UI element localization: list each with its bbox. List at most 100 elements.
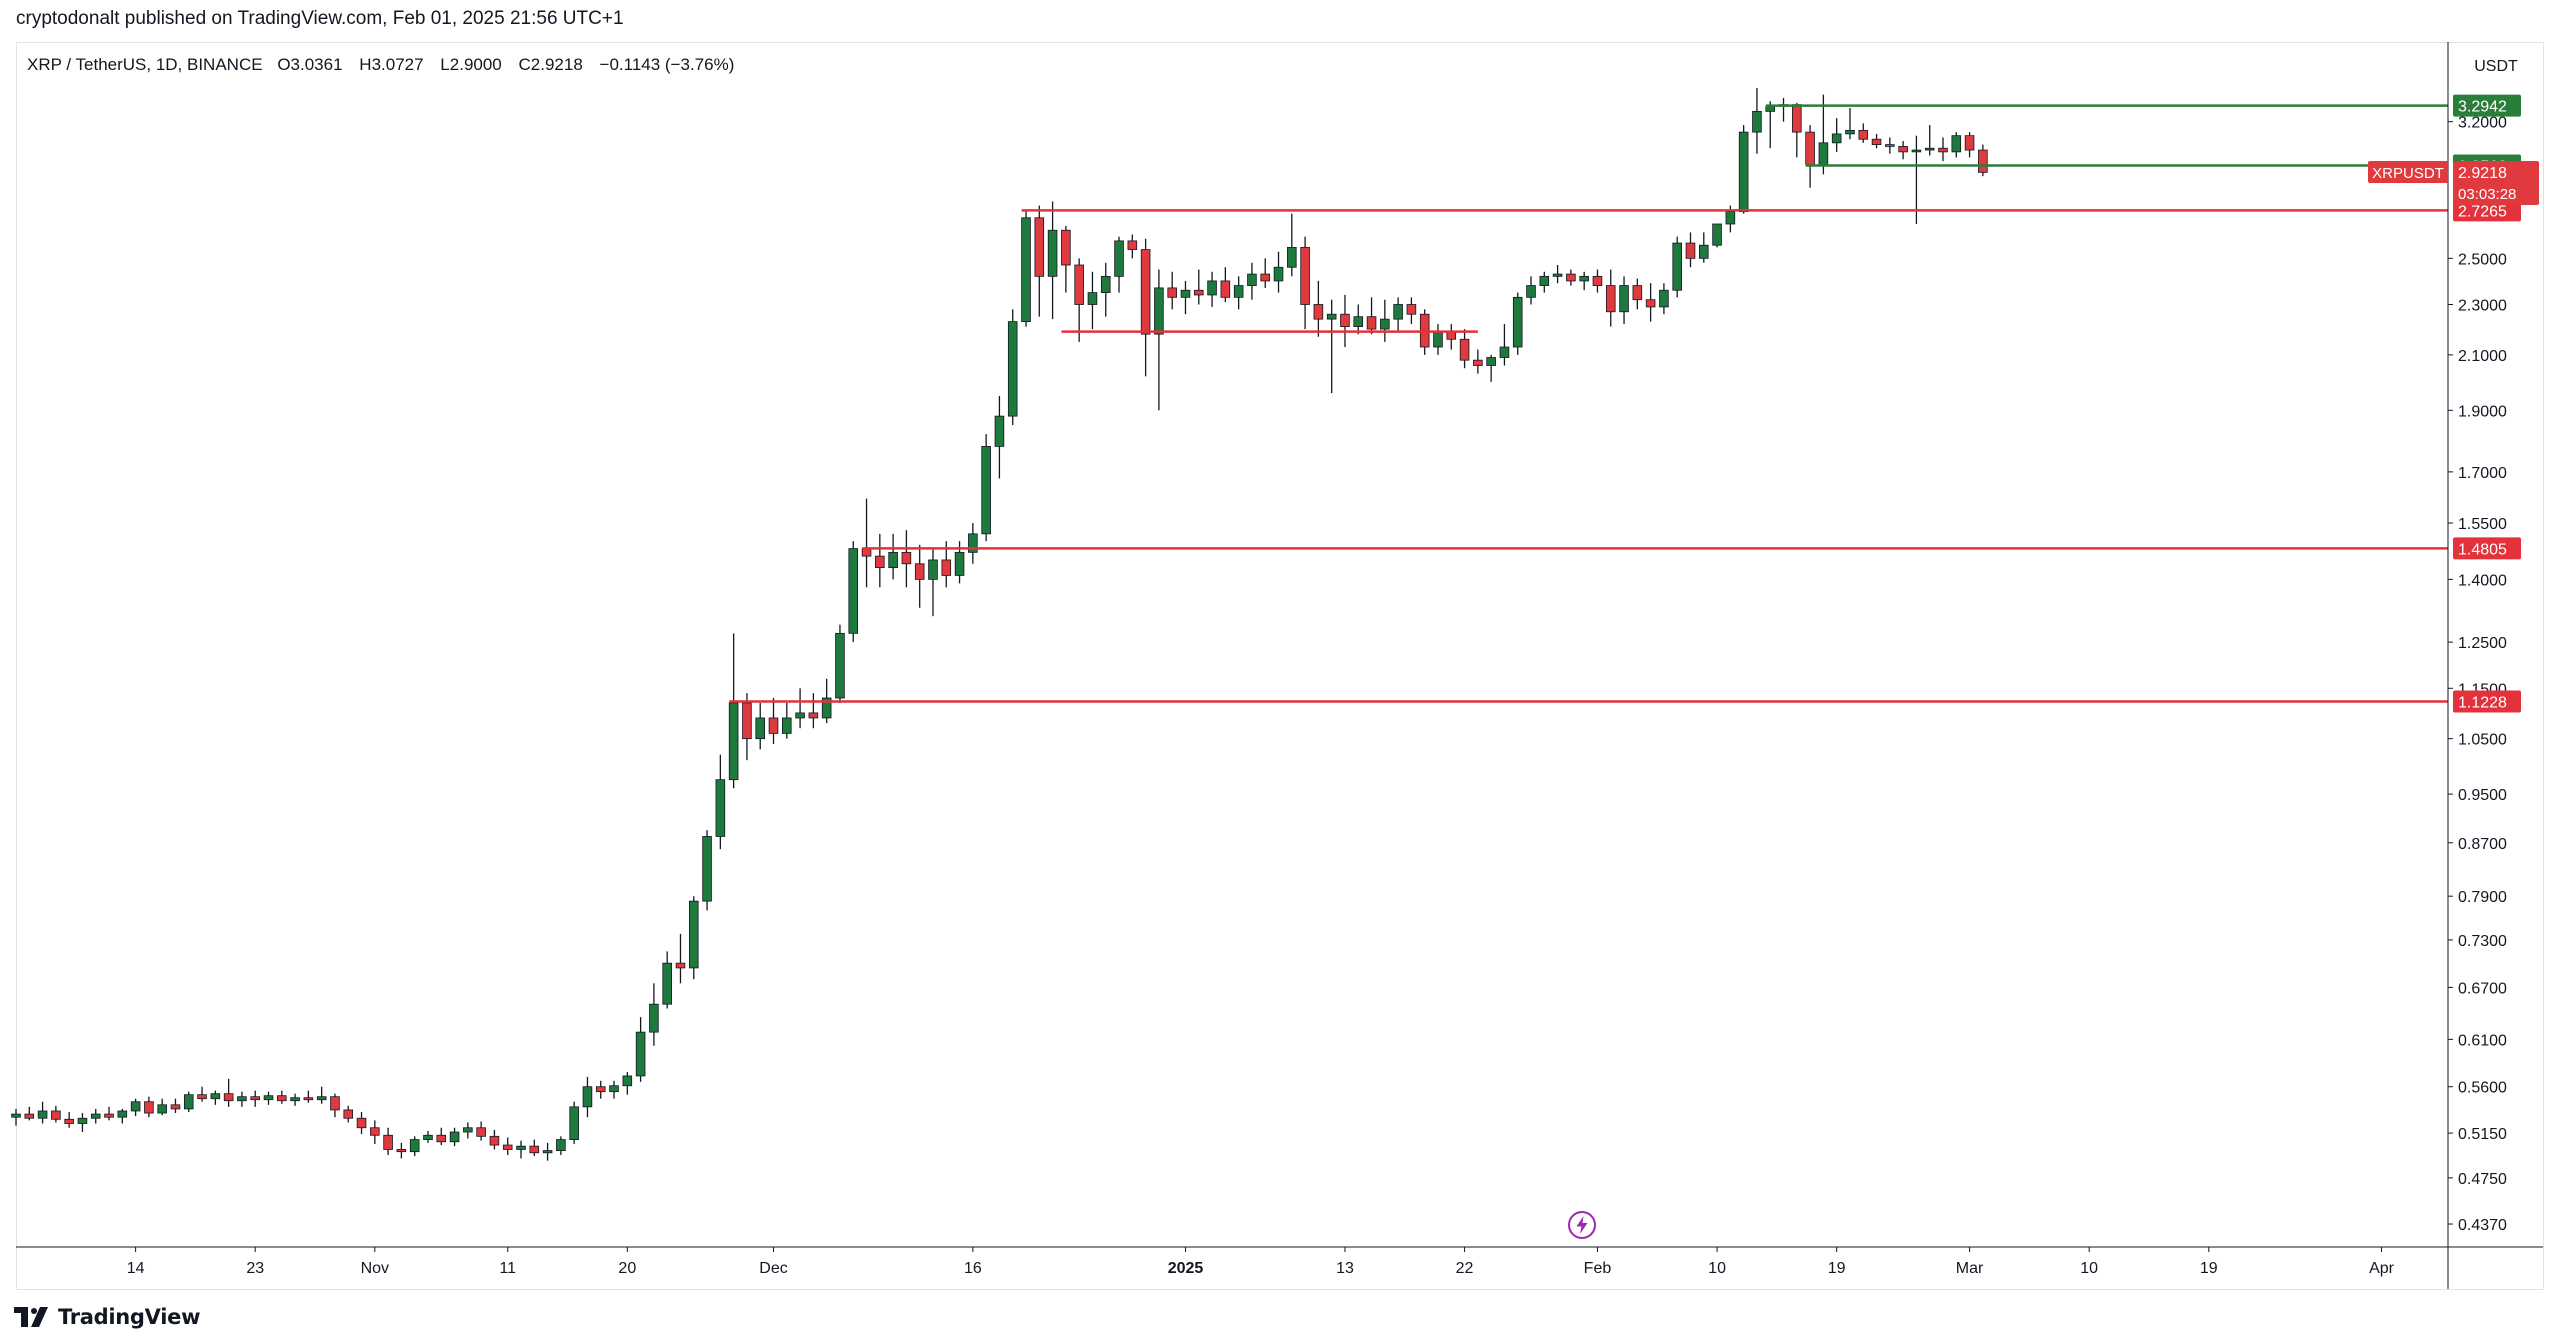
candle — [1951, 132, 1962, 158]
candle — [290, 1093, 300, 1106]
candle — [1539, 271, 1550, 293]
legend-change: −0.1143 (−3.76%) — [599, 55, 735, 74]
candle — [1260, 258, 1271, 288]
candle — [1592, 269, 1603, 293]
candle-body — [1552, 273, 1563, 277]
candle — [104, 1106, 114, 1121]
candle-body — [542, 1150, 553, 1154]
candle-body — [1007, 321, 1018, 417]
candle — [742, 693, 752, 761]
candle-body — [516, 1145, 526, 1150]
candle-body — [463, 1127, 473, 1133]
candle-body — [250, 1096, 260, 1101]
candle-body — [1047, 229, 1058, 277]
candle — [1738, 125, 1749, 214]
candle-body — [1885, 144, 1895, 147]
candle — [981, 434, 991, 542]
candle — [1632, 278, 1643, 310]
candle-body — [928, 559, 938, 580]
candle-body — [316, 1096, 327, 1101]
candle-body — [675, 962, 686, 969]
candle — [130, 1098, 141, 1117]
candle — [622, 1072, 633, 1095]
price-tick-label: 1.9000 — [2458, 403, 2507, 420]
candle — [370, 1120, 380, 1144]
candle-body — [476, 1127, 486, 1137]
price-tick-label: 2.3000 — [2458, 298, 2507, 315]
candle — [476, 1121, 486, 1141]
candle — [1672, 236, 1682, 298]
candle-body — [1486, 357, 1496, 366]
candle — [1313, 280, 1324, 337]
candle — [396, 1142, 407, 1159]
candle — [1433, 324, 1443, 355]
price-tick-label: 0.6700 — [2458, 980, 2507, 997]
candle — [1792, 102, 1802, 158]
candle — [1273, 251, 1284, 293]
candle — [1964, 132, 1975, 158]
price-tick-label: 0.5150 — [2458, 1126, 2507, 1143]
price-tick-label: 3.2000 — [2458, 115, 2507, 132]
candle-body — [1300, 246, 1310, 305]
candle — [1100, 262, 1111, 317]
candle — [1898, 141, 1908, 160]
candle-body — [914, 563, 925, 580]
candle — [649, 983, 659, 1046]
candle-body — [1220, 280, 1231, 298]
candle-body — [263, 1095, 274, 1101]
candle — [237, 1091, 247, 1107]
candle-body — [356, 1117, 367, 1129]
price-badge-3.2942: 3.2942 — [2453, 94, 2521, 117]
candle — [436, 1127, 447, 1146]
candle — [1579, 271, 1589, 291]
price-tick-label: 0.6100 — [2458, 1032, 2507, 1049]
price-tick-label: 1.2500 — [2458, 635, 2507, 652]
candle — [1366, 297, 1377, 335]
candle — [77, 1113, 88, 1133]
candle — [1938, 137, 1948, 162]
candle — [383, 1127, 393, 1156]
candle-body — [715, 779, 726, 837]
candle-body — [409, 1139, 420, 1153]
candle — [1393, 297, 1403, 332]
price-tick-label: 0.4750 — [2458, 1171, 2507, 1188]
candle-body — [436, 1134, 447, 1143]
candle — [1074, 258, 1084, 342]
candle — [183, 1091, 194, 1113]
chart-frame[interactable] — [16, 42, 2544, 1290]
time-tick-label: Apr — [2369, 1260, 2395, 1277]
candle — [409, 1136, 420, 1157]
candle — [37, 1101, 48, 1124]
tradingview-branding[interactable]: TradingView — [14, 1304, 200, 1330]
candle-body — [821, 697, 832, 719]
candle — [449, 1127, 460, 1147]
legend-low: L2.9000 — [440, 55, 502, 74]
candle — [1180, 280, 1191, 315]
candle-body — [768, 717, 779, 734]
candle-body — [1406, 304, 1417, 315]
candle-body — [1831, 133, 1842, 144]
candle-body — [1938, 147, 1948, 153]
lightning-icon[interactable] — [1567, 1210, 1597, 1240]
candle-body — [1898, 146, 1908, 153]
candle-body — [742, 702, 752, 740]
candle-body — [622, 1075, 633, 1087]
candle-body — [1273, 266, 1284, 282]
horizontal-lines-layer — [729, 104, 2448, 703]
candle-body — [1459, 338, 1470, 361]
candle-body — [396, 1149, 407, 1153]
candle-body — [662, 962, 672, 1005]
candle-body — [1911, 149, 1922, 153]
candle — [223, 1078, 234, 1107]
currency-label[interactable]: USDT — [2474, 58, 2518, 75]
candle — [263, 1091, 274, 1105]
candle — [1473, 349, 1483, 374]
candle-body — [1818, 142, 1829, 166]
candle-body — [1499, 346, 1510, 358]
candle-body — [1114, 240, 1124, 277]
time-tick-label: 11 — [499, 1260, 516, 1277]
candle-body — [1725, 211, 1736, 225]
candle-body — [888, 551, 898, 569]
candle — [1233, 276, 1244, 310]
